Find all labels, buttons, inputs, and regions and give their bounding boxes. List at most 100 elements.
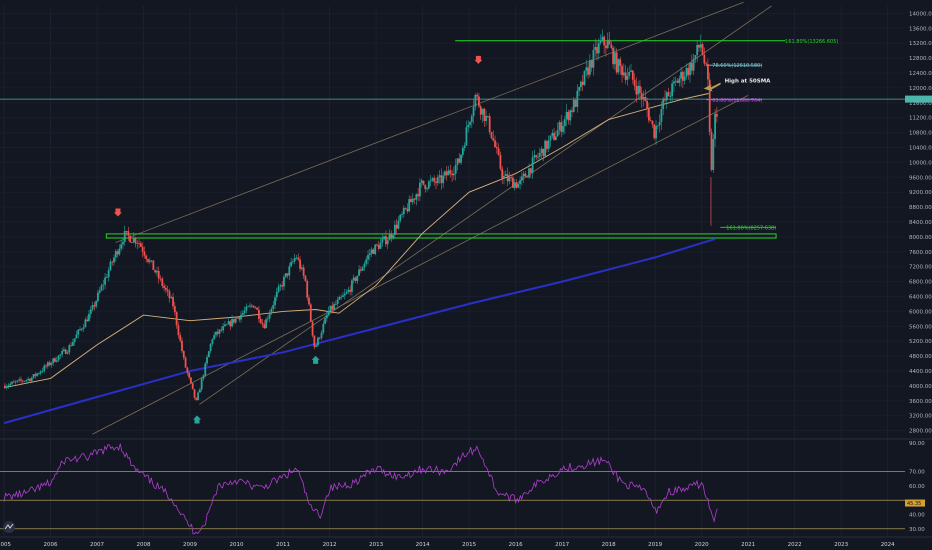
candle bbox=[27, 376, 30, 383]
candle-body bbox=[619, 59, 622, 66]
candle-body bbox=[29, 378, 31, 382]
candle bbox=[320, 330, 323, 341]
candle-body bbox=[249, 305, 251, 307]
candle bbox=[547, 135, 550, 153]
candle bbox=[277, 283, 280, 294]
candle bbox=[250, 303, 253, 308]
candle-body bbox=[542, 148, 545, 157]
candle-body bbox=[363, 263, 366, 268]
candle bbox=[232, 318, 235, 325]
candle-body bbox=[175, 312, 178, 326]
candle bbox=[224, 320, 226, 328]
candle-body bbox=[603, 36, 606, 46]
candle-body bbox=[708, 79, 711, 133]
price-tick-label: 4000.00 bbox=[909, 384, 932, 390]
candle-body bbox=[309, 304, 312, 322]
candle bbox=[202, 374, 205, 382]
candle-body bbox=[517, 183, 520, 188]
candle bbox=[54, 356, 56, 363]
candle bbox=[191, 383, 194, 390]
candle-body bbox=[529, 168, 532, 173]
candle bbox=[538, 148, 541, 161]
candle-body bbox=[258, 309, 260, 319]
candle bbox=[184, 356, 187, 369]
price-tick-label: 3200.00 bbox=[909, 414, 932, 420]
price-tick-label: 7200.00 bbox=[909, 265, 932, 271]
candle-body bbox=[715, 113, 718, 117]
candle bbox=[494, 135, 496, 149]
candle bbox=[558, 120, 561, 135]
candle-body bbox=[703, 54, 706, 64]
candle bbox=[393, 220, 396, 239]
candle-body bbox=[123, 230, 126, 242]
candle bbox=[537, 152, 539, 162]
price-tick-label: 10000.00 bbox=[909, 160, 932, 166]
candle bbox=[606, 32, 609, 50]
price-axis[interactable]: 14000.00 13600.00 13200.00 12800.00 12400.00… bbox=[905, 11, 932, 533]
candle-body bbox=[134, 237, 137, 244]
tradingview-logo[interactable] bbox=[3, 521, 15, 533]
time-tick-label: 2010 bbox=[230, 542, 244, 548]
candle bbox=[401, 211, 403, 218]
candle bbox=[392, 233, 394, 240]
candle-body bbox=[157, 270, 160, 279]
candle-body bbox=[100, 285, 103, 291]
candle-body bbox=[642, 97, 645, 100]
candle-body bbox=[469, 122, 471, 125]
candle bbox=[43, 363, 46, 373]
candle bbox=[161, 276, 164, 289]
candle-body bbox=[390, 234, 393, 238]
candle bbox=[461, 145, 464, 158]
candle-body bbox=[560, 122, 563, 132]
candle bbox=[528, 163, 530, 179]
candle bbox=[218, 329, 221, 338]
candle-body bbox=[601, 36, 604, 41]
candle-body bbox=[166, 289, 169, 292]
candle-body bbox=[150, 260, 153, 262]
candle bbox=[125, 230, 128, 236]
candle-body bbox=[690, 62, 693, 71]
candle bbox=[240, 311, 242, 323]
candle bbox=[658, 114, 661, 133]
candle bbox=[80, 327, 83, 332]
candle-body bbox=[302, 267, 305, 276]
candle-body bbox=[322, 323, 325, 333]
candle bbox=[674, 76, 677, 86]
candle bbox=[109, 259, 112, 272]
time-axis[interactable]: 2005 2006 2007 2008 2009 2010 2011 2012 2013 2014… bbox=[0, 536, 932, 548]
candle bbox=[46, 360, 49, 369]
candle bbox=[5, 384, 8, 390]
candle bbox=[415, 193, 418, 206]
candle-body bbox=[540, 148, 543, 153]
candle-body bbox=[522, 173, 525, 177]
candle-body bbox=[519, 180, 521, 184]
candle bbox=[150, 260, 153, 263]
candle-body bbox=[184, 357, 187, 368]
candle-body bbox=[207, 351, 210, 358]
candle-body bbox=[284, 273, 287, 278]
candle bbox=[349, 285, 352, 296]
candle bbox=[635, 77, 638, 103]
candle-body bbox=[238, 317, 241, 320]
candle-body bbox=[5, 386, 8, 388]
candle-body bbox=[386, 240, 389, 245]
candle-body bbox=[75, 334, 78, 339]
candle-body bbox=[7, 385, 10, 387]
candle bbox=[599, 34, 602, 45]
candle-body bbox=[198, 389, 201, 393]
candle-body bbox=[687, 68, 690, 76]
time-tick-label: 2016 bbox=[509, 542, 523, 548]
candle bbox=[198, 387, 201, 393]
candle-body bbox=[334, 303, 337, 305]
candle bbox=[476, 92, 479, 101]
candle bbox=[57, 355, 60, 363]
candle bbox=[279, 283, 282, 291]
candle-body bbox=[102, 284, 105, 286]
candle-body bbox=[141, 246, 144, 252]
candle bbox=[309, 302, 312, 322]
candle bbox=[325, 311, 328, 323]
price-tick-label: 9600.00 bbox=[909, 175, 932, 181]
candle bbox=[435, 177, 437, 190]
candle-body bbox=[11, 381, 13, 384]
